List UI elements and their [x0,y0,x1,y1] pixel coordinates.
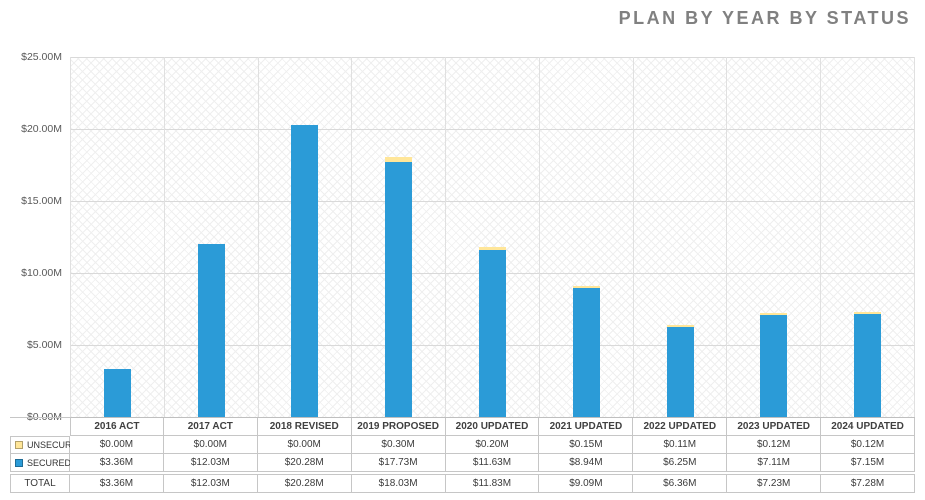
y-tick-label: $25.00M [21,51,62,63]
category-column [259,57,353,417]
table-row: UNSECURED $0.00M $0.00M $0.00M $0.30M $0.20M $… [10,436,915,454]
stacked-bar [385,57,413,417]
category-column [352,57,447,417]
category-column [821,57,916,417]
value-cell: $12.03M [163,474,258,493]
secured-segment [854,314,882,417]
columns [71,57,916,417]
secured-segment [291,124,319,417]
value-cell: $0.30M [351,436,446,454]
value-cell: $0.12M [821,436,915,454]
value-cell: $20.28M [257,454,352,472]
unsecured-segment [385,157,413,162]
category-label: 2024 UPDATED [821,417,915,436]
category-column [71,57,165,417]
category-column [634,57,728,417]
category-label: 2022 UPDATED [633,417,728,436]
y-tick-label: $5.00M [26,339,62,351]
y-tick-label: $10.00M [21,267,62,279]
value-cell: $0.15M [539,436,634,454]
stacked-bar [666,57,694,417]
value-cell: $7.23M [727,474,822,493]
legend-cell: SECURED [10,454,72,472]
secured-segment [666,327,694,417]
row-label: UNSECURED [27,440,85,450]
plot-area [70,57,916,418]
row-label: TOTAL [10,474,70,493]
value-cell: $7.15M [821,454,915,472]
unsecured-segment [854,312,882,315]
value-cell: $0.12M [727,436,822,454]
value-cell: $7.11M [727,454,822,472]
value-cell: $0.20M [445,436,540,454]
secured-segment [479,249,507,417]
legend-swatch-secured [15,458,23,467]
legend-cell: UNSECURED [10,436,84,454]
category-column [446,57,540,417]
data-table: 2016 ACT 2017 ACT 2018 REVISED 2019 PROPOSE… [10,417,915,493]
value-cell: $9.09M [539,474,634,493]
category-label: 2021 UPDATED [539,417,634,436]
value-cell: $0.00M [70,436,164,454]
category-column [540,57,634,417]
legend-swatch-unsecured [15,441,23,449]
value-cell: $17.73M [351,454,446,472]
secured-segment [197,243,225,417]
category-column [165,57,259,417]
stacked-bar [291,57,319,417]
value-cell: $8.94M [539,454,634,472]
table-corner-cell [10,417,70,436]
category-label: 2023 UPDATED [727,417,822,436]
stacked-bar [479,57,507,417]
value-cell: $20.28M [257,474,352,493]
secured-segment [385,161,413,417]
unsecured-segment [760,312,788,315]
table-row: SECURED $3.36M $12.03M $20.28M $17.73M $11.63… [10,454,915,472]
stacked-bar [103,57,131,417]
value-cell: $6.36M [633,474,728,493]
gridline [71,129,915,130]
y-axis: $25.00M $20.00M $15.00M $10.00M $5.00M $0.00M [0,51,62,423]
y-tick-label: $15.00M [21,195,62,207]
stacked-bar [572,57,600,417]
category-label: 2016 ACT [70,417,164,436]
chart-title: PLAN BY YEAR BY STATUS [618,8,911,28]
category-column [727,57,822,417]
value-cell: $3.36M [70,454,164,472]
unsecured-segment [572,286,600,289]
category-label: 2020 UPDATED [445,417,540,436]
stacked-bar [760,57,788,417]
value-cell: $12.03M [163,454,258,472]
value-cell: $11.83M [445,474,540,493]
y-tick-label: $20.00M [21,123,62,135]
row-label: SECURED [27,457,72,468]
unsecured-segment [666,325,694,327]
value-cell: $6.25M [633,454,728,472]
category-label: 2017 ACT [163,417,258,436]
stacked-bar [854,57,882,417]
value-cell: $0.11M [633,436,728,454]
value-cell: $18.03M [351,474,446,493]
stacked-bar [197,57,225,417]
value-cell: $0.00M [257,436,352,454]
unsecured-segment [479,246,507,250]
value-cell: $3.36M [70,474,164,493]
value-cell: $7.28M [821,474,915,493]
value-cell: $11.63M [445,454,540,472]
gridline [71,417,915,418]
gridline [71,57,915,58]
category-label: 2019 PROPOSED [351,417,446,436]
secured-segment [760,314,788,417]
value-cell: $0.00M [163,436,258,454]
secured-segment [103,368,131,417]
table-row-total: TOTAL $3.36M $12.03M $20.28M $18.03M $11.83M $… [10,474,915,493]
gridline [71,201,915,202]
table-header-row: 2016 ACT 2017 ACT 2018 REVISED 2019 PROPOSE… [10,417,915,436]
secured-segment [572,288,600,417]
category-label: 2018 REVISED [257,417,352,436]
